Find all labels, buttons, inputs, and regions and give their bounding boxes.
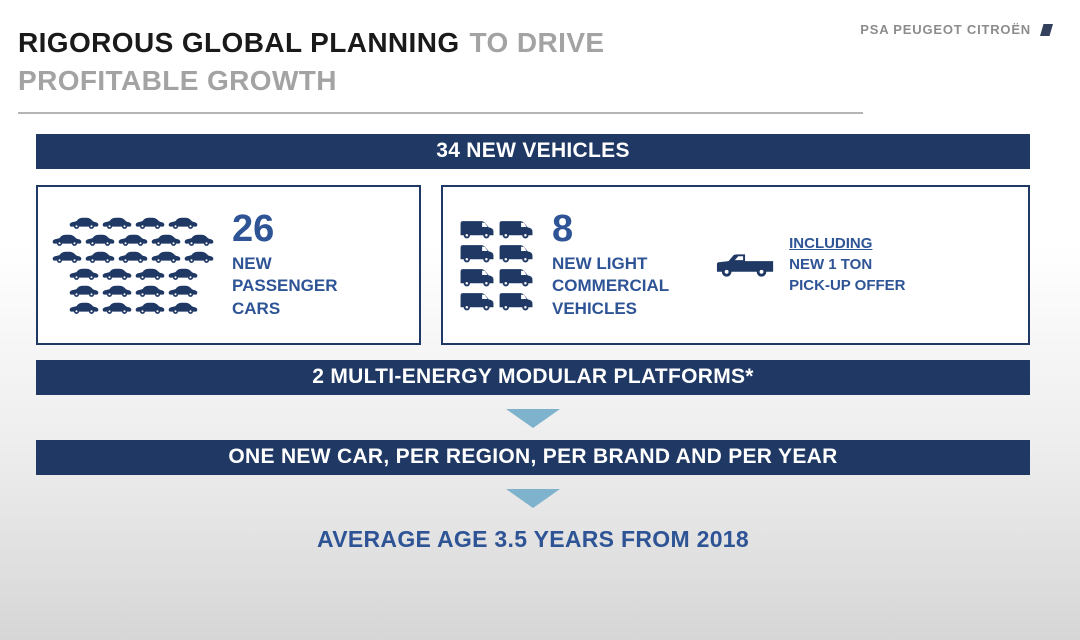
pickup-note-line1: INCLUDING — [789, 235, 873, 253]
car-icon — [135, 300, 165, 315]
car-icon — [69, 266, 99, 281]
car-icon — [69, 215, 99, 230]
van-icon — [459, 266, 495, 288]
car-icon — [102, 266, 132, 281]
passenger-label-line3: CARS — [232, 298, 281, 318]
title-primary: RIGOROUS GLOBAL PLANNING — [18, 27, 460, 58]
van-icon — [459, 290, 495, 312]
car-icon — [168, 283, 198, 298]
van-icon — [459, 242, 495, 264]
psa-logo-text: PSA PEUGEOT CITROËN — [860, 22, 1031, 37]
slide-header: RIGOROUS GLOBAL PLANNING TO DRIVE PROFITA… — [0, 0, 1080, 114]
car-icon — [168, 300, 198, 315]
car-icon — [102, 300, 132, 315]
commercial-label-line1: NEW LIGHT — [552, 254, 648, 274]
average-age-text: AVERAGE AGE 3.5 YEARS FROM 2018 — [317, 525, 749, 552]
car-icon — [52, 232, 82, 247]
car-icon — [135, 283, 165, 298]
commercial-label-line3: VEHICLES — [552, 298, 638, 318]
title-secondary-line2: PROFITABLE GROWTH — [18, 64, 337, 96]
car-icon — [168, 215, 198, 230]
commercial-vehicles-text: 8 NEW LIGHT COMMERCIAL VEHICLES — [552, 207, 669, 320]
pickup-offer-group: INCLUDING NEW 1 TON PICK-UP OFFER — [715, 233, 906, 296]
car-icon — [168, 266, 198, 281]
van-icon — [459, 218, 495, 240]
car-icon — [118, 232, 148, 247]
banner-34-new-vehicles: 34 NEW VEHICLES — [36, 133, 1030, 169]
car-icon — [118, 249, 148, 264]
passenger-cars-text: 26 NEW PASSENGER CARS — [232, 207, 338, 320]
commercial-count: 8 — [552, 207, 574, 250]
psa-logo: PSA PEUGEOT CITROËN — [860, 22, 1054, 37]
title-secondary: TO DRIVE — [469, 27, 605, 58]
down-arrow-1 — [506, 408, 560, 428]
passenger-label-line2: PASSENGER — [232, 276, 338, 296]
car-icon — [184, 249, 214, 264]
slide-content: 34 NEW VEHICLES — [0, 114, 1080, 553]
van-icon — [498, 266, 534, 288]
passenger-label-line1: NEW — [232, 254, 272, 274]
banner-cadence-label: ONE NEW CAR, PER REGION, PER BRAND AND P… — [228, 444, 838, 468]
car-icon — [151, 249, 181, 264]
banner-cadence: ONE NEW CAR, PER REGION, PER BRAND AND P… — [36, 439, 1030, 475]
van-icon — [498, 290, 534, 312]
commercial-van-icon-grid — [459, 218, 534, 312]
pickup-truck-icon — [715, 250, 777, 280]
car-icon — [184, 232, 214, 247]
car-icon — [85, 249, 115, 264]
slide-title: RIGOROUS GLOBAL PLANNING TO DRIVE PROFITA… — [18, 24, 1052, 100]
van-icon — [498, 242, 534, 264]
car-icon — [69, 300, 99, 315]
passenger-count: 26 — [232, 207, 275, 250]
passenger-car-icon-grid — [52, 215, 214, 315]
car-icon — [151, 232, 181, 247]
car-icon — [85, 232, 115, 247]
title-divider — [18, 111, 863, 114]
commercial-label-line2: COMMERCIAL — [552, 276, 670, 296]
pickup-note: INCLUDING NEW 1 TON PICK-UP OFFER — [789, 233, 905, 296]
car-icon — [135, 215, 165, 230]
down-arrow-2 — [506, 488, 560, 508]
banner-platforms-label: 2 MULTI-ENERGY MODULAR PLATFORMS* — [312, 364, 754, 388]
car-icon — [135, 266, 165, 281]
vehicle-boxes: 26 NEW PASSENGER CARS — [36, 184, 1030, 345]
banner-34-new-vehicles-label: 34 NEW VEHICLES — [436, 138, 630, 162]
car-icon — [52, 249, 82, 264]
commercial-label: NEW LIGHT COMMERCIAL VEHICLES — [552, 253, 669, 319]
pickup-note-line3: PICK-UP OFFER — [789, 277, 906, 295]
car-icon — [69, 283, 99, 298]
car-icon — [102, 215, 132, 230]
van-icon — [498, 218, 534, 240]
passenger-label: NEW PASSENGER CARS — [232, 253, 338, 319]
psa-logo-icon — [1038, 23, 1054, 37]
banner-platforms: 2 MULTI-ENERGY MODULAR PLATFORMS* — [36, 359, 1030, 395]
pickup-note-line2: NEW 1 TON — [789, 256, 873, 274]
passenger-cars-box: 26 NEW PASSENGER CARS — [36, 184, 421, 345]
commercial-vehicles-box: 8 NEW LIGHT COMMERCIAL VEHICLES — [441, 184, 1030, 345]
car-icon — [102, 283, 132, 298]
